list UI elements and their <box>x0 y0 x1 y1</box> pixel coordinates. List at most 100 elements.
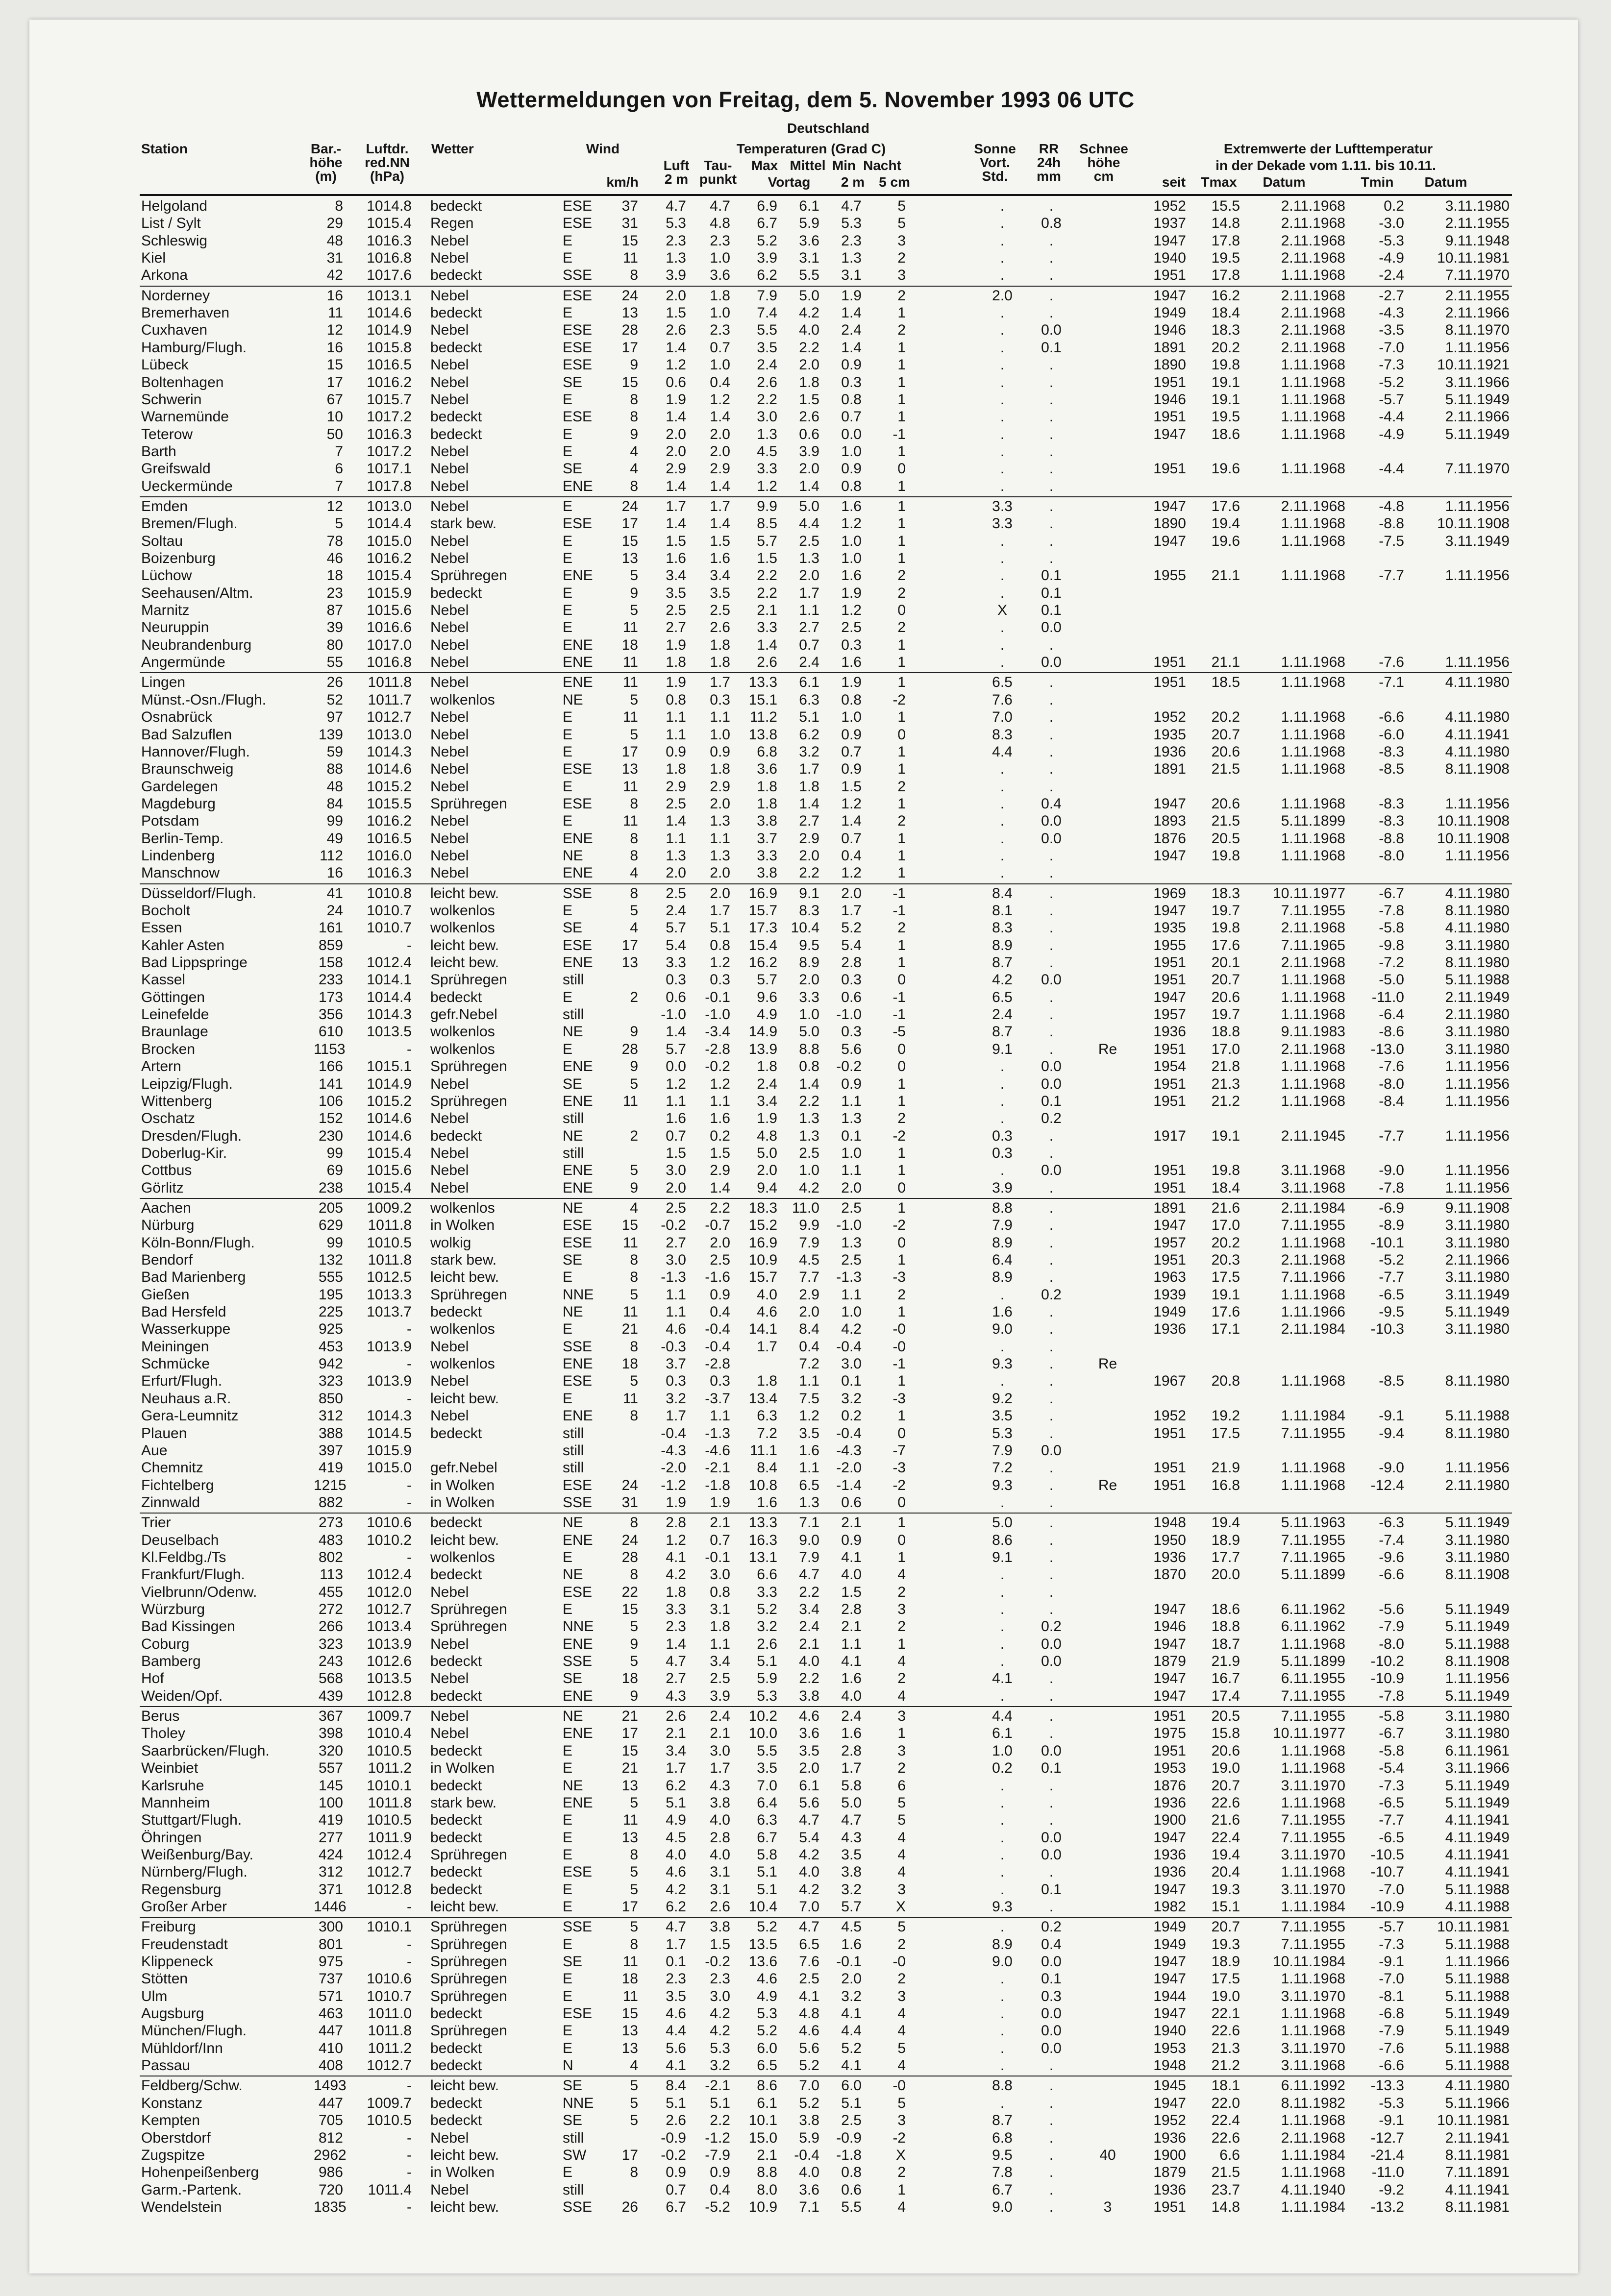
wind-direction: still <box>563 1460 584 1476</box>
pressure: - <box>407 1898 412 1915</box>
wind-direction: E <box>563 498 573 514</box>
mean-temp: 2.9 <box>799 830 819 847</box>
table-row: Augsburg 463 1011.0 bedeckt ESE 15 4.6 4.2 5.3 4.… <box>0 2005 1611 2022</box>
record-tmin: -5.7 <box>1379 391 1404 408</box>
wind-speed: 11 <box>622 1234 638 1251</box>
mean-temp: 1.0 <box>799 1006 819 1023</box>
precipitation: . <box>1049 1777 1054 1794</box>
header-tmin: Tmin <box>1361 174 1394 190</box>
max-temp: 6.6 <box>757 1566 777 1583</box>
record-tmax-date: 9.11.1983 <box>1281 1024 1345 1040</box>
record-since: 1946 <box>1153 1618 1186 1635</box>
barometer-height: 323 <box>318 1636 343 1652</box>
mean-temp: 1.7 <box>799 585 819 601</box>
record-tmax-date: 1.11.1968 <box>1281 726 1345 743</box>
min-temp-2m: 2.1 <box>841 1618 862 1635</box>
wind-direction: still <box>563 2129 584 2146</box>
pressure: 1015.8 <box>367 339 412 356</box>
max-temp: 2.2 <box>757 567 777 584</box>
pressure: 1010.5 <box>367 1234 412 1251</box>
record-tmin: -8.9 <box>1379 1217 1404 1234</box>
pressure: 1016.2 <box>367 813 412 830</box>
table-row: Bad Kissingen 266 1013.4 Sprühregen NNE 5 2.3 1… <box>0 1618 1611 1635</box>
pressure: 1017.2 <box>367 409 412 425</box>
wind-speed: 8 <box>630 409 638 425</box>
table-row: Berlin-Temp. 49 1016.5 Nebel ENE 8 1.1 1.1 3.7 2.… <box>0 830 1611 847</box>
air-temp: 5.6 <box>666 2040 686 2056</box>
wind-direction: ENE <box>563 1725 593 1742</box>
record-tmax: 19.7 <box>1211 1006 1240 1023</box>
wind-direction: ESE <box>563 937 593 953</box>
wind-direction: ENE <box>563 1093 593 1109</box>
group-divider <box>140 1513 1512 1514</box>
record-tmax: 21.3 <box>1211 2040 1240 2056</box>
record-tmax: 21.5 <box>1211 761 1240 778</box>
pressure: 1012.7 <box>367 2057 412 2074</box>
weather: Nebel <box>430 654 469 671</box>
dew-point: -0.2 <box>705 1954 730 1970</box>
max-temp: 10.2 <box>748 1708 777 1725</box>
dew-point: 1.6 <box>710 550 730 566</box>
table-row: Schwerin 67 1015.7 Nebel E 8 1.9 1.2 2.2 1.5 0.8 1.… <box>0 391 1611 408</box>
max-temp: 4.9 <box>757 1006 777 1023</box>
wind-direction: E <box>563 1549 573 1565</box>
precipitation: 0.8 <box>1041 215 1062 232</box>
wind-direction: E <box>563 2164 573 2181</box>
max-temp: 3.6 <box>757 761 777 778</box>
record-since: 1963 <box>1153 1269 1186 1286</box>
dew-point: 3.0 <box>710 1566 730 1583</box>
weather: Nebel <box>430 498 469 514</box>
weather: bedeckt <box>430 2040 482 2056</box>
sunshine: . <box>1000 865 1005 881</box>
weather: Sprühregen <box>430 1058 507 1075</box>
mean-temp: 4.6 <box>799 2023 819 2039</box>
station-name: Passau <box>141 2057 191 2074</box>
station-name: Bad Marienberg <box>141 1269 246 1286</box>
wind-direction: NE <box>563 1566 583 1583</box>
sunshine: . <box>1000 409 1005 425</box>
air-temp: 2.7 <box>666 1234 686 1251</box>
table-row: Coburg 323 1013.9 Nebel ENE 9 1.4 1.1 2.6 2.1 1.1 1… <box>0 1636 1611 1653</box>
record-tmax: 17.6 <box>1211 937 1240 953</box>
mean-temp: -0.4 <box>794 2147 819 2163</box>
wind-speed: 9 <box>630 1058 638 1075</box>
table-row: Oberstdorf 812- Nebel still -0.9 -1.2 15.0 5.9-… <box>0 2130 1611 2147</box>
pressure: 1010.4 <box>367 1725 412 1742</box>
max-temp: 6.9 <box>757 198 777 214</box>
table-row: Bremen/Flugh. 5 1014.4 stark bew. ESE 17 1.4 1.… <box>0 515 1611 532</box>
pressure: 1010.5 <box>367 1812 412 1829</box>
wind-speed: 18 <box>621 636 638 653</box>
air-temp: 0.1 <box>666 1954 686 1970</box>
min-temp-2m: 1.4 <box>841 339 862 356</box>
station-name: Großer Arber <box>141 1898 227 1915</box>
table-row: Zugspitze 2962- leicht bew. SW 17 -0.2 -7.9 2.1… <box>0 2147 1611 2164</box>
record-tmin: -6.5 <box>1379 1794 1404 1811</box>
record-tmax-date: 7.11.1955 <box>1281 1425 1345 1441</box>
precipitation: . <box>1049 1584 1054 1600</box>
record-tmax-date: 6.11.1962 <box>1281 1618 1345 1635</box>
wind-direction: NE <box>563 1304 583 1320</box>
weather: Nebel <box>430 391 469 408</box>
air-temp: 0.7 <box>666 2181 686 2198</box>
wind-speed: 5 <box>630 2112 638 2129</box>
table-row: Bamberg 243 1012.6 bedeckt SSE 5 4.7 3.4 5.1 4.0 4… <box>0 1653 1611 1670</box>
station-name: Manschnow <box>141 865 220 881</box>
min-temp-5cm: 4 <box>897 1829 906 1846</box>
record-tmin-date: 5.11.1988 <box>1445 2040 1510 2056</box>
record-tmin: -8.0 <box>1379 1075 1404 1092</box>
record-tmin-date: 3.11.1980 <box>1445 1024 1510 1040</box>
record-tmin: -6.6 <box>1379 1566 1404 1583</box>
precipitation: . <box>1049 2129 1054 2146</box>
record-tmin-date: 10.11.1921 <box>1437 357 1510 373</box>
dew-point: 2.9 <box>710 461 730 477</box>
barometer-height: 388 <box>318 1425 343 1441</box>
mean-temp: 1.2 <box>799 1408 819 1424</box>
precipitation: 0.0 <box>1041 972 1062 988</box>
wind-direction: ESE <box>563 357 593 373</box>
weather: Nebel <box>430 1584 469 1600</box>
weather: leicht bew. <box>430 2077 499 2094</box>
mean-temp: 5.0 <box>799 1024 819 1040</box>
mean-temp: 2.2 <box>799 339 819 356</box>
sunshine: . <box>1000 813 1005 830</box>
weather: bedeckt <box>430 1514 482 1531</box>
